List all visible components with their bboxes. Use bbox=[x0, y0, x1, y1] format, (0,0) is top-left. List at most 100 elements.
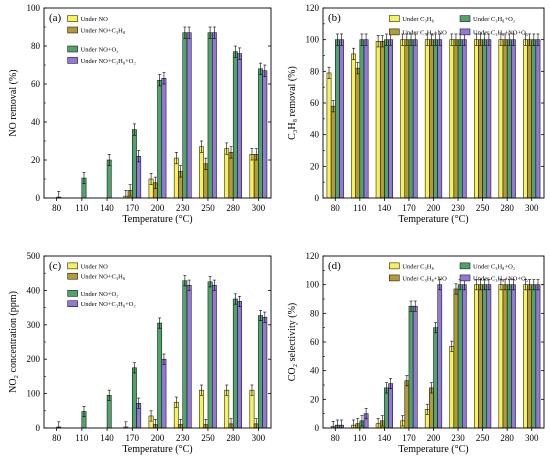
legend-swatch bbox=[67, 262, 78, 270]
y-tick-label: 20 bbox=[310, 394, 320, 404]
bar-brown bbox=[379, 41, 385, 199]
y-tick-label: 120 bbox=[306, 251, 320, 261]
bar-yellow bbox=[326, 72, 332, 199]
bar-purple bbox=[339, 39, 344, 199]
legend-label: Under NO+C₃H₈ bbox=[81, 28, 125, 35]
bar-brown bbox=[453, 39, 459, 199]
x-tick-label: 200 bbox=[427, 433, 441, 443]
bar-purple bbox=[237, 53, 242, 199]
x-tick-label: 110 bbox=[353, 203, 367, 213]
x-tick-label: 80 bbox=[52, 433, 62, 443]
bar-green bbox=[258, 315, 263, 429]
bar-brown bbox=[527, 284, 532, 429]
bar-brown bbox=[453, 288, 459, 429]
bar-green bbox=[531, 284, 537, 429]
bar-purple bbox=[237, 301, 242, 429]
x-tick-label: 300 bbox=[525, 203, 539, 213]
y-tick-label: 120 bbox=[306, 3, 320, 13]
bar-purple bbox=[136, 155, 142, 199]
legend-label: Under C₃H₈+NO+O₂ bbox=[473, 275, 528, 282]
x-tick-label: 280 bbox=[500, 203, 514, 213]
y-tick-label: 500 bbox=[27, 251, 41, 261]
bar-purple bbox=[412, 305, 418, 429]
y-axis-label: C₃H₈ removal (%) bbox=[287, 66, 298, 140]
x-axis-label: Temperature (°C) bbox=[398, 444, 468, 455]
y-tick-label: 60 bbox=[310, 98, 320, 108]
legend-label: Under C₃H₈ bbox=[402, 16, 433, 23]
legend-label: Under NO+O₂ bbox=[81, 47, 119, 54]
legend-label: Under C₃H₈+NO+O₂ bbox=[473, 29, 528, 36]
bar-green bbox=[232, 298, 238, 429]
bar-green bbox=[258, 68, 263, 199]
x-tick-label: 80 bbox=[52, 203, 62, 213]
x-tick-label: 110 bbox=[353, 433, 367, 443]
panel-letter: (c) bbox=[49, 260, 62, 272]
x-tick-label: 300 bbox=[252, 433, 266, 443]
y-tick-label: 60 bbox=[310, 337, 320, 347]
bar-purple bbox=[486, 284, 492, 429]
y-axis-label: CO₂ selectivity (%) bbox=[287, 303, 298, 381]
y-tick-label: 200 bbox=[27, 354, 41, 364]
bar-purple bbox=[363, 39, 369, 199]
legend-label: Under NO bbox=[81, 263, 109, 270]
legend-swatch bbox=[67, 290, 78, 297]
bar-green bbox=[157, 79, 163, 199]
bar-purple bbox=[262, 316, 268, 429]
bar-yellow bbox=[199, 146, 204, 199]
legend-label: Under NO+C₃H₈ bbox=[81, 274, 125, 281]
bar-purple bbox=[388, 39, 393, 199]
legend-swatch bbox=[459, 28, 471, 36]
bar-yellow bbox=[400, 39, 406, 199]
x-tick-label: 230 bbox=[451, 433, 465, 443]
bar-brown bbox=[478, 39, 483, 199]
x-tick-label: 200 bbox=[427, 203, 441, 213]
bar-yellow bbox=[523, 39, 528, 199]
chart-panel-0: 0 20 40 60 80 100 80 110 140 170 200 230 250 280 300 Te… bbox=[8, 3, 272, 225]
panel-letter: (a) bbox=[49, 12, 62, 24]
x-tick-label: 80 bbox=[331, 203, 341, 213]
bar-yellow bbox=[199, 389, 204, 429]
bar-purple bbox=[461, 284, 467, 429]
legend-swatch bbox=[389, 28, 400, 36]
bar-green bbox=[207, 32, 213, 199]
bar-green bbox=[132, 367, 137, 429]
x-tick-label: 300 bbox=[525, 433, 539, 443]
chart-panel-2: 0 100 200 300 400 500 80 110 140 170 200 230 250 280 3… bbox=[8, 251, 272, 455]
y-tick-label: 60 bbox=[31, 79, 41, 89]
bar-brown bbox=[478, 284, 483, 429]
bar-yellow bbox=[249, 154, 255, 199]
chart-panel-3: 0 20 40 60 80 100 120 80 110 140 170 200 230 250 280 30… bbox=[287, 251, 545, 455]
bar-purple bbox=[461, 39, 467, 199]
bar-purple bbox=[161, 358, 167, 429]
x-tick-label: 250 bbox=[476, 203, 490, 213]
bar-yellow bbox=[351, 53, 356, 199]
bar-green bbox=[457, 39, 463, 199]
panel-letter: (b) bbox=[328, 12, 341, 24]
bar-purple bbox=[486, 39, 492, 199]
bar-green bbox=[335, 39, 340, 199]
x-axis-label: Temperature (°C) bbox=[122, 444, 192, 455]
bar-green bbox=[132, 129, 137, 199]
bar-yellow bbox=[498, 284, 504, 429]
legend-label: Under C₃H₈+O₂ bbox=[473, 16, 515, 23]
x-tick-label: 170 bbox=[126, 433, 140, 443]
bar-green bbox=[408, 305, 414, 429]
bar-purple bbox=[535, 39, 541, 199]
x-tick-label: 110 bbox=[75, 203, 89, 213]
y-tick-label: 100 bbox=[27, 3, 41, 13]
bar-purple bbox=[161, 78, 167, 199]
bar-green bbox=[182, 32, 188, 199]
x-tick-label: 250 bbox=[201, 203, 215, 213]
legend-swatch bbox=[389, 262, 400, 270]
bar-green bbox=[531, 39, 537, 199]
bar-purple bbox=[535, 284, 541, 429]
legend-label: Under NO+C₃H₈+O₂ bbox=[81, 301, 136, 308]
legend-swatch bbox=[67, 26, 78, 34]
bar-purple bbox=[186, 32, 192, 199]
y-tick-label: 100 bbox=[27, 389, 41, 399]
y-tick-label: 0 bbox=[36, 423, 41, 433]
y-tick-label: 40 bbox=[310, 130, 320, 140]
y-tick-label: 80 bbox=[31, 41, 41, 51]
bar-green bbox=[408, 39, 414, 199]
